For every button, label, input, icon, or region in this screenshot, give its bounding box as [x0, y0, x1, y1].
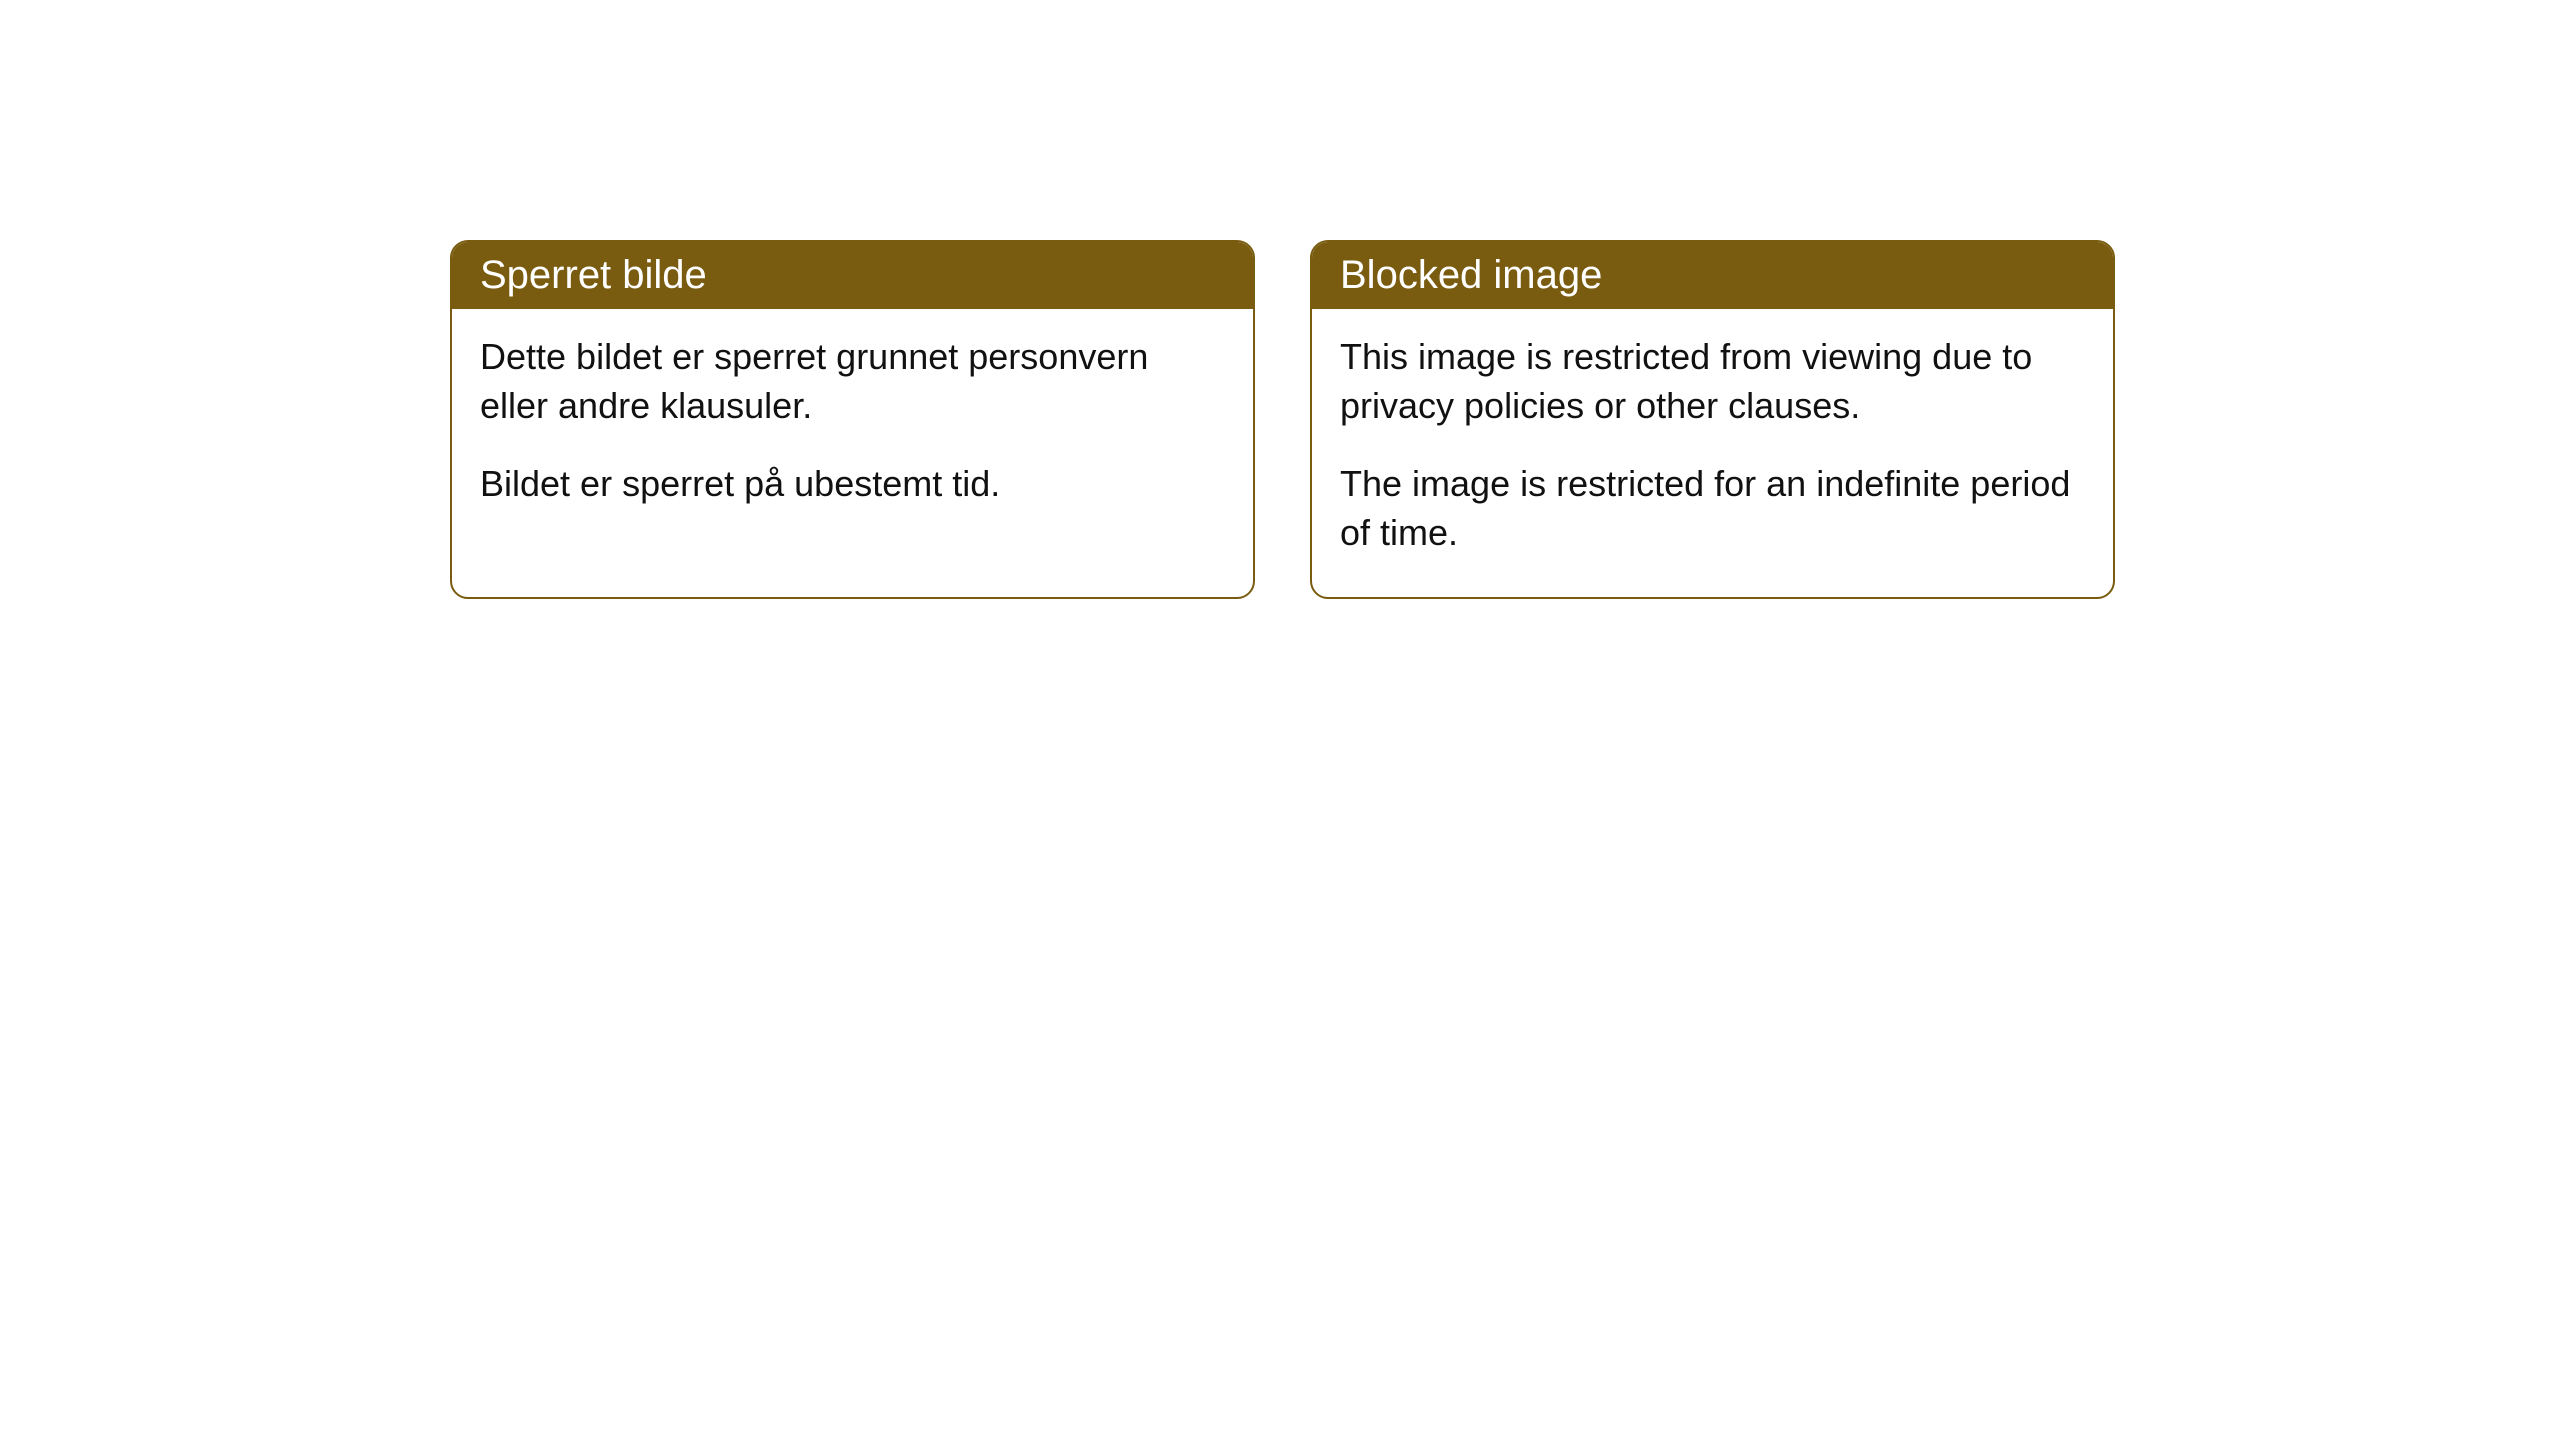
card-paragraph: Dette bildet er sperret grunnet personve… [480, 333, 1225, 430]
notice-cards-container: Sperret bilde Dette bildet er sperret gr… [450, 240, 2115, 599]
card-paragraph: This image is restricted from viewing du… [1340, 333, 2085, 430]
card-paragraph: The image is restricted for an indefinit… [1340, 460, 2085, 557]
card-paragraph: Bildet er sperret på ubestemt tid. [480, 460, 1225, 509]
blocked-image-card-english: Blocked image This image is restricted f… [1310, 240, 2115, 599]
card-header: Sperret bilde [452, 242, 1253, 309]
card-body: This image is restricted from viewing du… [1312, 309, 2113, 597]
blocked-image-card-norwegian: Sperret bilde Dette bildet er sperret gr… [450, 240, 1255, 599]
card-header: Blocked image [1312, 242, 2113, 309]
card-title: Sperret bilde [480, 253, 707, 297]
card-body: Dette bildet er sperret grunnet personve… [452, 309, 1253, 549]
card-title: Blocked image [1340, 253, 1602, 297]
